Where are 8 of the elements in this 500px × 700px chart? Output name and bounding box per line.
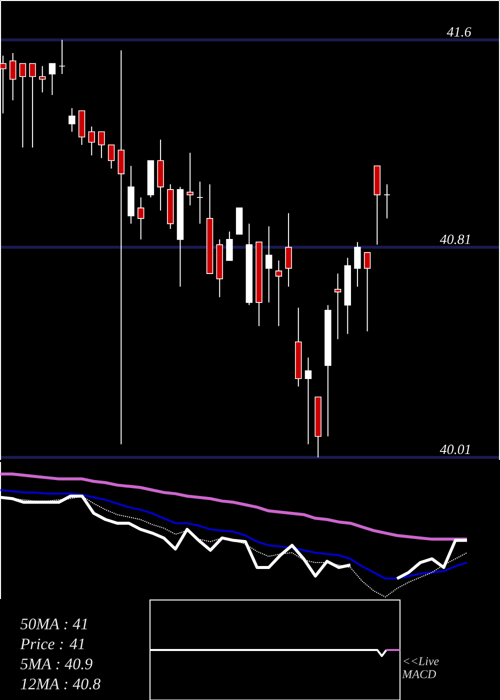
text: 5MA : 40.9: [20, 658, 92, 670]
text: 50MA : 41: [20, 618, 87, 630]
y-tick-label: 40.81: [440, 234, 470, 244]
text: Price : 41: [20, 638, 84, 650]
text: <<Live MACD: [402, 657, 439, 678]
y-tick-label: 40.01: [440, 444, 470, 454]
y-tick-label: 41.6: [446, 27, 472, 37]
text: 12MA : 40.8: [20, 678, 100, 690]
